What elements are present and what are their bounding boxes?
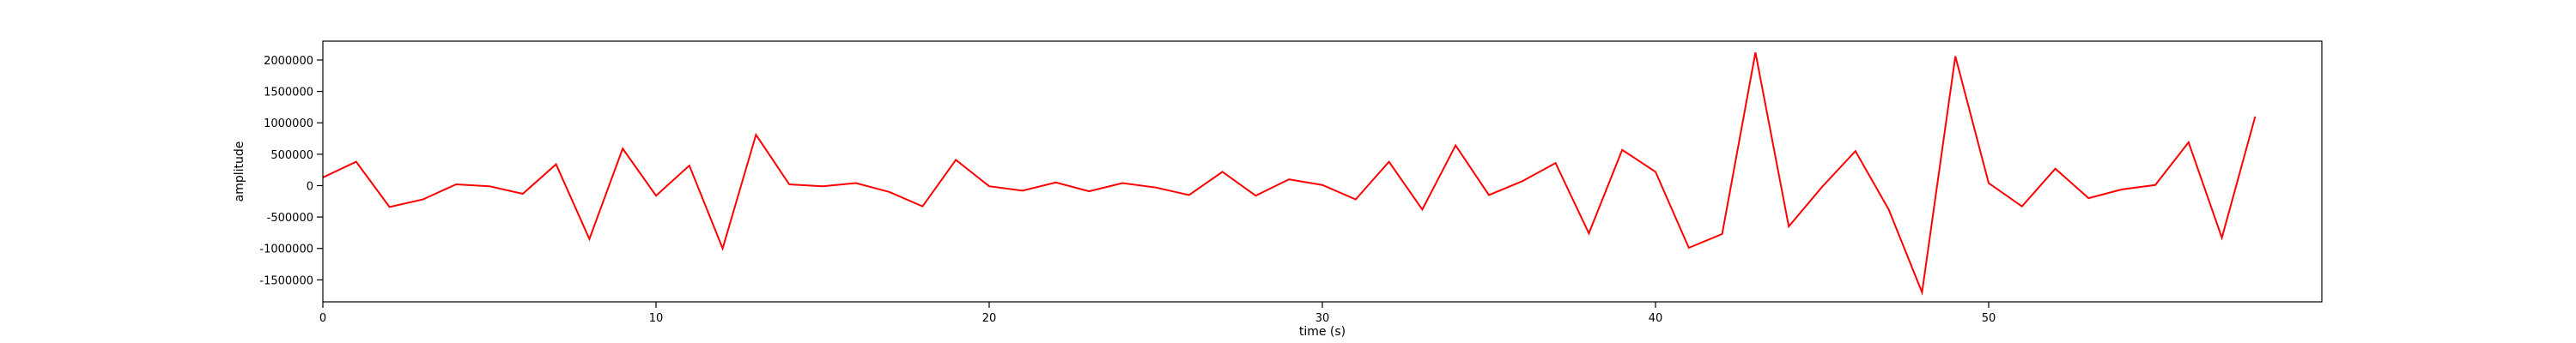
x-tick-label: 40 xyxy=(1649,312,1663,325)
y-tick-label: 1500000 xyxy=(264,87,313,99)
x-axis: 0 10 20 30 40 50 xyxy=(319,302,1996,325)
x-tick-label: 30 xyxy=(1315,312,1330,325)
y-tick-label: 0 xyxy=(307,180,313,193)
y-tick-label: 500000 xyxy=(270,149,313,162)
x-tick-label: 0 xyxy=(319,312,326,325)
y-tick-label: 2000000 xyxy=(264,55,313,68)
y-axis: -1500000 -1000000 -500000 0 500000 1000000 150… xyxy=(259,55,323,287)
y-tick-label: -1000000 xyxy=(259,244,313,256)
x-tick-label: 50 xyxy=(1982,312,1996,325)
y-tick-label: -1500000 xyxy=(259,274,313,287)
plot-area-background xyxy=(323,41,2322,302)
x-tick-label: 20 xyxy=(982,312,997,325)
y-tick-label: 1000000 xyxy=(264,117,313,130)
series-line xyxy=(322,52,2257,296)
y-tick-label: -500000 xyxy=(267,212,313,225)
x-axis-label: time (s) xyxy=(1299,325,1346,339)
x-tick-label: 10 xyxy=(649,312,664,325)
y-axis-label: amplitude xyxy=(233,141,246,202)
